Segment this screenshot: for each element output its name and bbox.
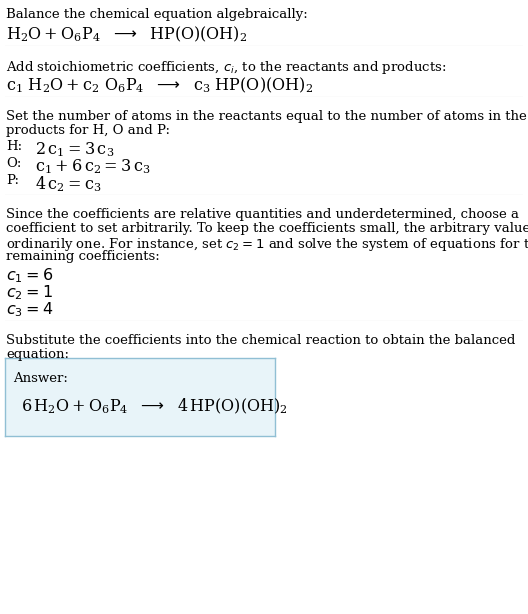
Text: $\mathregular{c_1\ H_2O + c_2\ O_6P_4}$  $\longrightarrow$  $\mathregular{c_3\ H: $\mathregular{c_1\ H_2O + c_2\ O_6P_4}$ … <box>6 76 313 95</box>
Text: H:: H: <box>6 140 23 153</box>
Text: $\mathregular{2\,c_1 = 3\,c_3}$: $\mathregular{2\,c_1 = 3\,c_3}$ <box>35 140 115 158</box>
Text: ordinarily one. For instance, set $c_2 = 1$ and solve the system of equations fo: ordinarily one. For instance, set $c_2 =… <box>6 236 528 253</box>
Text: equation:: equation: <box>6 348 69 361</box>
Text: coefficient to set arbitrarily. To keep the coefficients small, the arbitrary va: coefficient to set arbitrarily. To keep … <box>6 222 528 235</box>
Text: $\mathregular{c_1 + 6\,c_2 = 3\,c_3}$: $\mathregular{c_1 + 6\,c_2 = 3\,c_3}$ <box>35 157 151 176</box>
Text: $c_2 = 1$: $c_2 = 1$ <box>6 283 53 301</box>
Text: $\mathregular{4\,c_2 = c_3}$: $\mathregular{4\,c_2 = c_3}$ <box>35 174 102 193</box>
Text: $c_3 = 4$: $c_3 = 4$ <box>6 300 53 319</box>
Text: Substitute the coefficients into the chemical reaction to obtain the balanced: Substitute the coefficients into the che… <box>6 334 516 347</box>
Text: Answer:: Answer: <box>13 372 68 385</box>
Text: products for H, O and P:: products for H, O and P: <box>6 124 171 137</box>
Text: Add stoichiometric coefficients, $c_i$, to the reactants and products:: Add stoichiometric coefficients, $c_i$, … <box>6 59 447 76</box>
Text: Since the coefficients are relative quantities and underdetermined, choose a: Since the coefficients are relative quan… <box>6 208 520 221</box>
Text: $c_1 = 6$: $c_1 = 6$ <box>6 266 53 285</box>
Text: P:: P: <box>6 174 20 187</box>
Text: O:: O: <box>6 157 22 170</box>
Text: $\mathregular{6\,H_2O + O_6P_4}$  $\longrightarrow$  $\mathregular{4\,HP(O)(OH)_: $\mathregular{6\,H_2O + O_6P_4}$ $\longr… <box>22 397 288 416</box>
Text: $\mathregular{H_2O + O_6P_4}$  $\longrightarrow$  $\mathregular{HP(O)(OH)_2}$: $\mathregular{H_2O + O_6P_4}$ $\longrigh… <box>6 25 248 44</box>
Text: Set the number of atoms in the reactants equal to the number of atoms in the: Set the number of atoms in the reactants… <box>6 110 527 123</box>
Text: Balance the chemical equation algebraically:: Balance the chemical equation algebraica… <box>6 8 308 21</box>
Text: remaining coefficients:: remaining coefficients: <box>6 250 160 263</box>
